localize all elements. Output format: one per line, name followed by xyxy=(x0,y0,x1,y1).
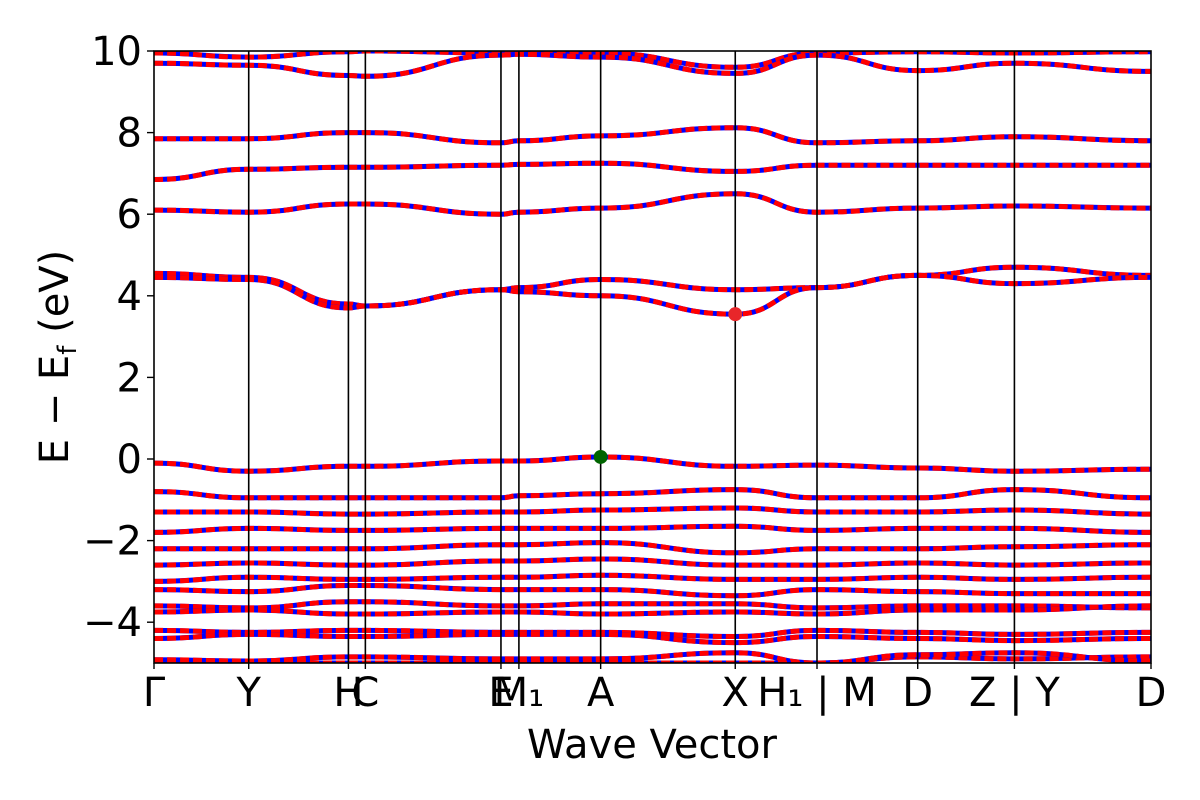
x-axis-ticks: Γ Y HC EM₁ A X H₁ | M D Z | Y D xyxy=(143,663,1167,716)
band-21-spin-up xyxy=(154,650,1151,663)
band-8-spin-up xyxy=(154,454,1151,474)
kpoint-lines xyxy=(247,51,1016,663)
y-tick-label-7: 8 xyxy=(117,111,142,157)
x-axis-title: Wave Vector xyxy=(527,722,778,768)
x-tick-label-3: H xyxy=(333,670,363,716)
band-extrema xyxy=(593,307,743,464)
y-tick-label-3: 0 xyxy=(117,437,142,483)
band-2-spin-up xyxy=(154,51,1151,79)
x-tick-label-6: M₁ xyxy=(494,670,545,716)
x-tick-label-12: D xyxy=(1136,670,1167,716)
y-tick-label-2: −2 xyxy=(83,519,142,565)
x-tick-label-8: X xyxy=(722,670,749,716)
x-tick-label-9: H₁ | M xyxy=(757,670,877,716)
band-16-spin-down xyxy=(154,599,1151,611)
band-6-spin-up xyxy=(154,264,1151,309)
y-axis-title-sub: f xyxy=(53,345,83,355)
vbm-marker xyxy=(593,449,608,464)
x-tick-label-4: C xyxy=(351,670,379,716)
cbm-marker xyxy=(728,307,743,322)
band-5-spin-up xyxy=(154,191,1151,217)
band-7-spin-up xyxy=(154,272,1151,317)
band-1-spin-up xyxy=(154,51,1151,70)
band-13-spin-down xyxy=(154,556,1151,568)
plot-area xyxy=(154,51,1151,663)
band-3-spin-up xyxy=(154,125,1151,146)
y-axis-title-unit: (eV) xyxy=(32,250,78,346)
band-11-spin-down xyxy=(154,523,1151,535)
band-9-spin-up xyxy=(154,487,1151,501)
band-19-spin-down xyxy=(154,631,1151,646)
band-15-spin-down xyxy=(154,583,1151,599)
y-tick-label-8: 10 xyxy=(91,29,142,75)
band-20-spin-down xyxy=(154,650,1151,663)
x-tick-label-1: Γ xyxy=(143,670,166,716)
y-tick-label-4: 2 xyxy=(117,355,142,401)
y-tick-label-6: 6 xyxy=(117,192,142,238)
y-axis-title-main: E − E xyxy=(32,355,78,465)
band-4-spin-up xyxy=(154,160,1151,182)
plot-frame xyxy=(153,50,1152,664)
x-tick-label-5: E xyxy=(488,670,513,716)
x-tick-label-7: A xyxy=(587,670,615,716)
x-tick-label-10: D xyxy=(902,670,933,716)
band-10-spin-down xyxy=(154,505,1151,517)
y-axis-title: E − Ef (eV) xyxy=(32,250,83,465)
y-tick-label-1: −4 xyxy=(83,600,142,646)
band-14-spin-down xyxy=(154,572,1151,584)
bands-group xyxy=(154,51,1151,663)
y-axis-ticks: −4 −2 0 2 4 6 8 10 xyxy=(83,29,154,646)
band-12-spin-up xyxy=(154,540,1151,556)
x-tick-label-2: Y xyxy=(235,670,261,716)
y-tick-label-5: 4 xyxy=(117,274,142,320)
x-tick-label-11: Z | Y xyxy=(969,670,1060,716)
band-17-spin-down xyxy=(154,603,1151,617)
